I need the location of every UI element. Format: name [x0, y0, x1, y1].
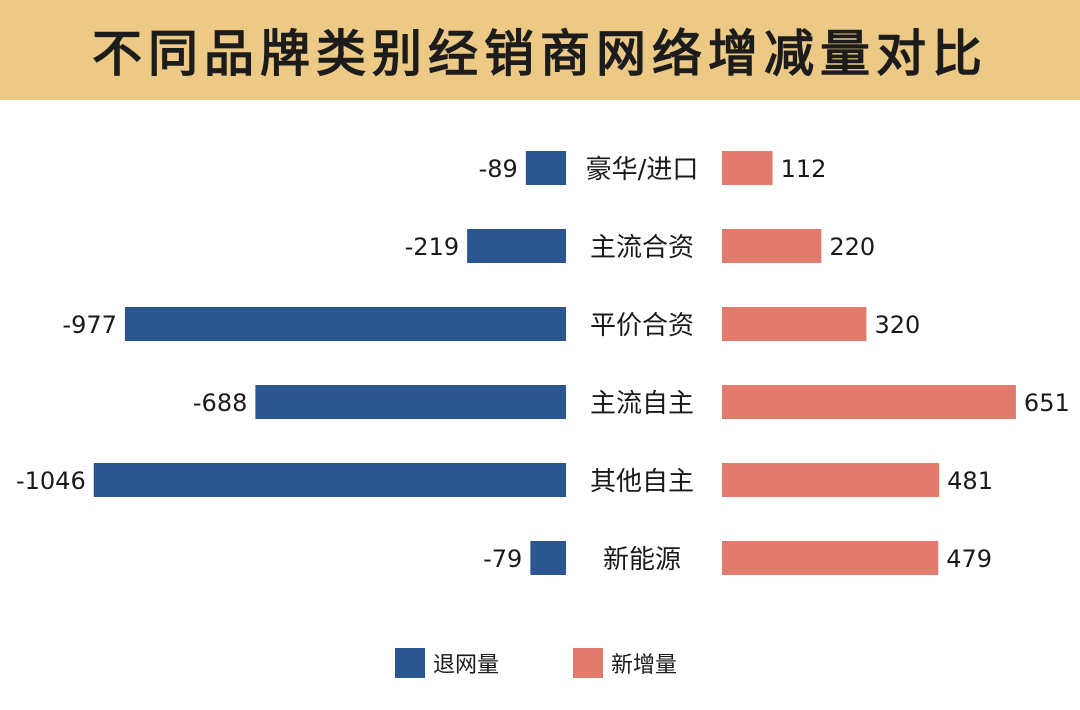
category-label-5: 新能源	[603, 545, 681, 575]
legend-label-0: 退网量	[433, 653, 499, 678]
legend-swatch-1	[573, 648, 603, 678]
value-label-added-2: 320	[874, 311, 920, 339]
title-banner: 不同品牌类别经销商网络增减量对比	[0, 0, 1080, 100]
value-label-withdrawn-0: -89	[479, 155, 518, 183]
value-label-added-5: 479	[946, 545, 992, 573]
bar-withdrawn-0	[525, 151, 566, 185]
legend-label-1: 新增量	[611, 653, 677, 678]
value-label-added-4: 481	[947, 467, 993, 495]
bar-withdrawn-1	[467, 229, 566, 263]
category-label-2: 平价合资	[590, 311, 694, 341]
value-label-added-1: 220	[829, 233, 875, 261]
category-label-4: 其他自主	[590, 467, 694, 497]
value-label-added-0: 112	[781, 155, 827, 183]
bar-added-0	[722, 151, 773, 185]
bar-withdrawn-4	[93, 463, 566, 497]
value-label-added-3: 651	[1024, 389, 1070, 417]
value-label-withdrawn-1: -219	[405, 233, 459, 261]
chart-title: 不同品牌类别经销商网络增减量对比	[92, 25, 988, 83]
value-label-withdrawn-4: -1046	[16, 467, 86, 495]
value-label-withdrawn-5: -79	[483, 545, 522, 573]
bar-withdrawn-3	[255, 385, 567, 419]
legend-swatch-0	[395, 648, 425, 678]
value-label-withdrawn-3: -688	[193, 389, 247, 417]
bar-added-3	[722, 385, 1016, 419]
bar-added-1	[722, 229, 822, 263]
bar-added-5	[722, 541, 939, 575]
category-label-3: 主流自主	[590, 389, 694, 419]
bar-withdrawn-5	[530, 541, 566, 575]
bar-added-4	[722, 463, 940, 497]
category-label-0: 豪华/进口	[586, 155, 699, 185]
bar-withdrawn-2	[124, 307, 567, 341]
value-label-withdrawn-2: -977	[62, 311, 116, 339]
category-label-1: 主流合资	[590, 233, 694, 263]
bar-added-2	[722, 307, 867, 341]
